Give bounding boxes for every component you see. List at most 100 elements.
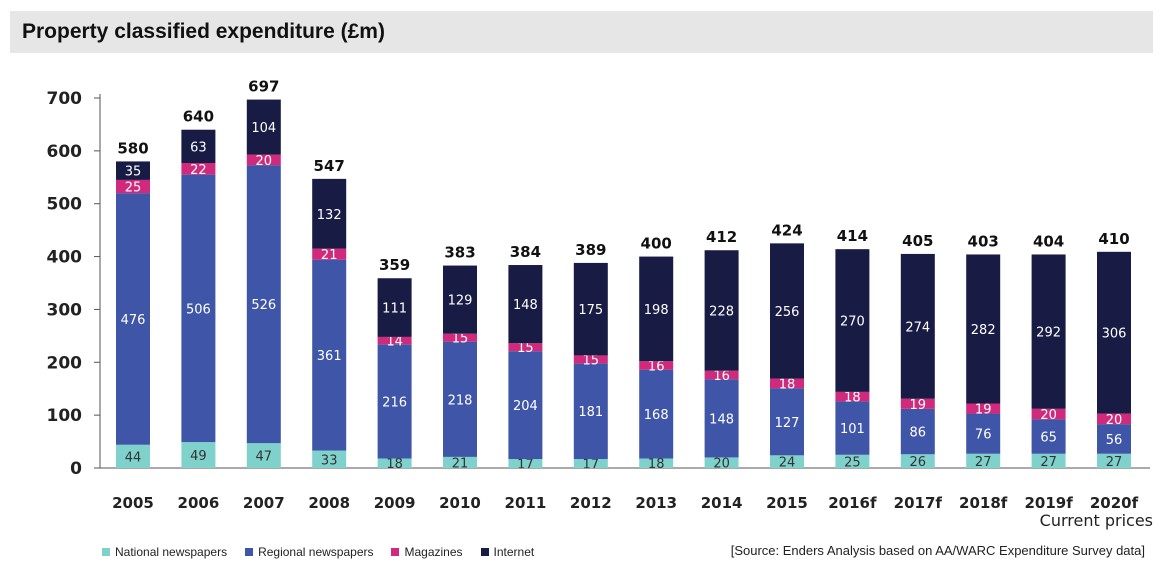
- bar-segment-national: [966, 453, 1001, 468]
- bar-segment-regional: [1031, 419, 1066, 454]
- bar-total-label: 389: [575, 241, 606, 259]
- x-tick-label: 2013: [635, 494, 677, 512]
- legend-label-magazines: Magazines: [404, 545, 463, 559]
- data-label-regional: 526: [251, 298, 276, 313]
- bar-segment-internet: [639, 256, 674, 362]
- bar-segment-regional: [770, 388, 804, 456]
- bar-segment-magazines: [704, 370, 739, 380]
- data-label-magazines: 15: [583, 353, 600, 368]
- bar-segment-magazines: [835, 391, 870, 402]
- x-tick-label: 2010: [439, 494, 481, 512]
- bar-segment-national: [770, 455, 804, 468]
- bar-segment-internet: [1097, 251, 1131, 414]
- bar-total-label: 410: [1098, 230, 1129, 248]
- data-label-magazines: 15: [517, 341, 534, 356]
- bar-total-label: 384: [510, 243, 541, 261]
- y-tick-label: 200: [47, 353, 83, 373]
- bar-segment-national: [508, 459, 543, 468]
- bar-segment-national: [835, 454, 870, 468]
- data-label-internet: 35: [125, 165, 142, 180]
- data-label-magazines: 19: [910, 398, 927, 413]
- bar-total-label: 405: [902, 232, 933, 250]
- x-tick-label: 2008: [308, 494, 350, 512]
- bar-total-label: 424: [771, 221, 802, 239]
- data-label-internet: 198: [644, 303, 669, 318]
- bar-segment-regional: [704, 379, 739, 458]
- data-label-national: 49: [190, 449, 207, 464]
- data-label-regional: 204: [513, 399, 538, 414]
- bar-segment-internet: [443, 265, 477, 334]
- x-tick-label: 2011: [505, 494, 547, 512]
- legend-item-regional: Regional newspapers: [245, 545, 373, 559]
- bar-segment-magazines: [639, 361, 674, 370]
- y-tick-label: 0: [70, 459, 82, 479]
- x-tick-label: 2014: [701, 494, 743, 512]
- data-label-internet: 282: [971, 323, 996, 338]
- bar-segment-national: [116, 444, 150, 468]
- bar-total-label: 359: [379, 256, 410, 274]
- data-label-magazines: 15: [452, 332, 469, 347]
- data-label-regional: 476: [121, 313, 146, 328]
- x-tick-label: 2005: [112, 494, 154, 512]
- data-label-national: 17: [517, 458, 534, 473]
- data-label-magazines: 21: [321, 248, 338, 263]
- x-tick-label: 2017f: [894, 494, 943, 512]
- price-basis-note: Current prices: [1039, 511, 1153, 530]
- bar-total-label: 640: [183, 108, 214, 126]
- bar-segment-internet: [704, 250, 739, 371]
- data-label-regional: 127: [775, 416, 800, 431]
- data-label-internet: 111: [382, 302, 407, 317]
- bar-total-label: 697: [248, 78, 279, 96]
- bar-segment-regional: [181, 174, 216, 443]
- data-label-regional: 101: [840, 422, 865, 437]
- x-tick-label: 2019f: [1024, 494, 1073, 512]
- legend-item-national: National newspapers: [102, 545, 227, 559]
- data-label-magazines: 22: [190, 163, 207, 178]
- chart-title: Property classified expenditure (£m): [22, 20, 385, 43]
- legend-swatch-internet: [480, 548, 489, 556]
- bar-segment-regional: [966, 413, 1001, 454]
- data-label-national: 27: [1040, 455, 1057, 470]
- data-label-regional: 168: [644, 408, 669, 423]
- data-label-national: 20: [713, 457, 730, 472]
- bar-segment-internet: [900, 253, 935, 399]
- data-label-internet: 129: [448, 294, 473, 309]
- y-tick-label: 100: [47, 406, 83, 426]
- bar-segment-national: [900, 454, 935, 468]
- data-label-national: 24: [779, 456, 796, 471]
- data-label-national: 47: [256, 450, 273, 465]
- data-label-internet: 292: [1036, 326, 1061, 341]
- bar-segment-magazines: [116, 179, 150, 194]
- data-label-internet: 306: [1102, 327, 1127, 342]
- data-label-magazines: 14: [386, 335, 403, 350]
- bar-segment-internet: [116, 161, 150, 180]
- bar-segment-magazines: [966, 403, 1001, 414]
- bar-segment-internet: [508, 265, 543, 344]
- bar-segment-internet: [770, 243, 804, 379]
- data-label-regional: 86: [910, 426, 927, 441]
- bar-segment-national: [312, 450, 347, 468]
- data-label-internet: 228: [709, 304, 734, 319]
- x-tick-label: 2015: [766, 494, 808, 512]
- bar-segment-national: [377, 458, 412, 468]
- legend-swatch-regional: [245, 548, 254, 556]
- legend-item-magazines: Magazines: [391, 545, 463, 559]
- data-label-magazines: 25: [125, 181, 142, 196]
- bar-segment-magazines: [770, 378, 804, 389]
- data-label-national: 27: [1106, 455, 1123, 470]
- bar-segment-magazines: [443, 333, 477, 342]
- x-tick-label: 2018f: [959, 494, 1008, 512]
- bar-total-label: 383: [444, 244, 475, 262]
- bar-segment-magazines: [1031, 408, 1066, 420]
- bar-segment-regional: [312, 259, 347, 451]
- bar-segment-magazines: [377, 336, 412, 345]
- legend: National newspapers Regional newspapers …: [102, 545, 534, 559]
- bar-segment-national: [181, 442, 216, 468]
- bar-segment-regional: [835, 401, 870, 455]
- data-label-national: 18: [386, 457, 403, 472]
- bar-segment-magazines: [573, 355, 608, 364]
- bar-segment-internet: [181, 129, 216, 164]
- bar-segment-national: [1031, 453, 1066, 468]
- legend-item-internet: Internet: [480, 545, 534, 559]
- data-label-internet: 148: [513, 298, 538, 313]
